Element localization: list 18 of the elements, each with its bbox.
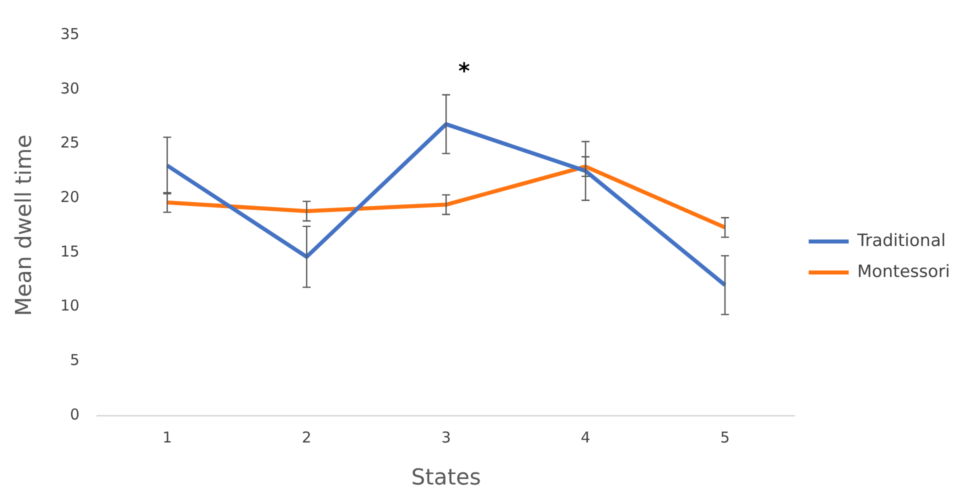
x-tick-label: 2 — [302, 428, 312, 446]
x-tick-label: 1 — [162, 428, 172, 446]
y-tick-label: 20 — [60, 188, 80, 206]
y-tick-label: 30 — [60, 79, 80, 98]
y-tick-label: 35 — [60, 24, 80, 43]
y-tick-label: 15 — [60, 242, 80, 260]
x-tick-label: 3 — [441, 428, 451, 446]
y-tick-label: 25 — [60, 134, 80, 152]
legend-label: Traditional — [856, 230, 946, 251]
annotation: * — [458, 60, 470, 85]
y-tick-label: 0 — [70, 405, 80, 424]
y-tick-label: 10 — [60, 296, 80, 315]
x-tick-label: 5 — [720, 428, 730, 446]
y-axis-title: Mean dwell time — [12, 134, 37, 316]
x-tick-label: 4 — [580, 428, 590, 446]
x-axis-title: States — [411, 466, 481, 491]
y-tick-label: 5 — [70, 351, 80, 370]
legend-label: Montessori — [857, 262, 950, 282]
